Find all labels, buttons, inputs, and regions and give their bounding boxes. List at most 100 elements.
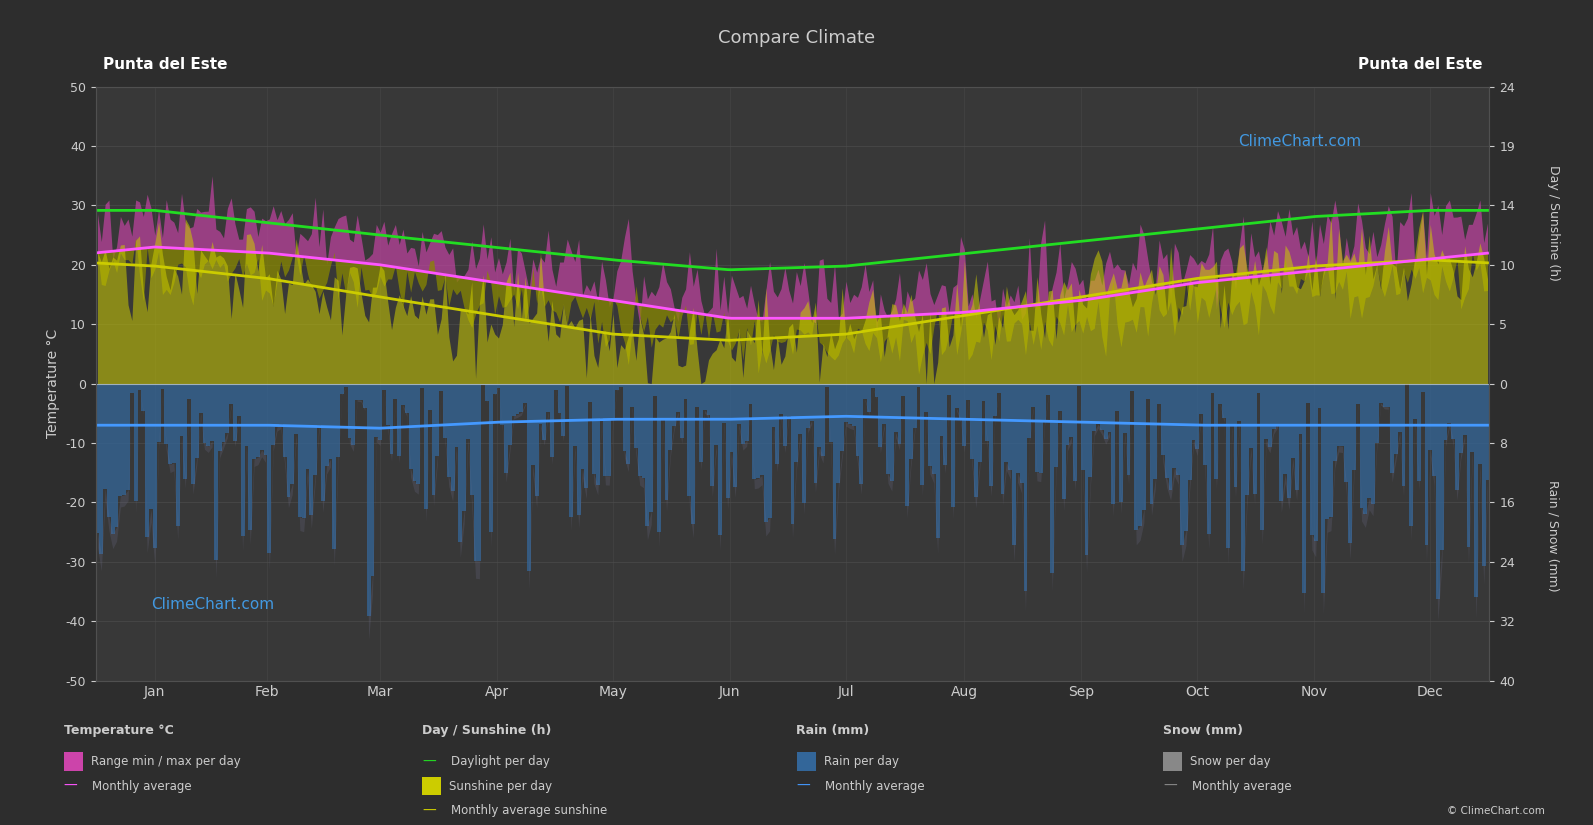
Bar bbox=[1099, 384, 1104, 430]
Bar bbox=[1104, 384, 1107, 439]
Bar bbox=[435, 384, 440, 456]
Bar bbox=[1337, 384, 1341, 446]
Text: Daylight per day: Daylight per day bbox=[451, 755, 550, 768]
Bar bbox=[546, 384, 550, 412]
Bar bbox=[656, 384, 661, 532]
Bar bbox=[1309, 384, 1314, 535]
Bar bbox=[1276, 384, 1279, 424]
Bar bbox=[523, 384, 527, 403]
Bar bbox=[295, 384, 298, 435]
Bar bbox=[913, 384, 916, 428]
Bar bbox=[1435, 384, 1440, 599]
Bar bbox=[333, 384, 336, 549]
Bar bbox=[489, 384, 492, 532]
Bar bbox=[363, 384, 366, 408]
Bar bbox=[1474, 384, 1478, 597]
Bar bbox=[738, 384, 741, 424]
Text: Rain (mm): Rain (mm) bbox=[796, 724, 870, 737]
Bar bbox=[1115, 384, 1118, 411]
Bar bbox=[959, 384, 962, 418]
Bar bbox=[358, 384, 363, 400]
Bar bbox=[840, 384, 844, 451]
Bar bbox=[478, 384, 481, 561]
Bar bbox=[623, 384, 626, 451]
Bar bbox=[833, 384, 836, 540]
Bar bbox=[558, 384, 561, 412]
Bar bbox=[405, 384, 409, 413]
Bar bbox=[642, 384, 645, 478]
Bar bbox=[252, 384, 256, 459]
Bar bbox=[886, 384, 890, 474]
Text: Snow (mm): Snow (mm) bbox=[1163, 724, 1243, 737]
Bar bbox=[1203, 384, 1207, 464]
Bar bbox=[978, 384, 981, 463]
Text: Rain per day: Rain per day bbox=[824, 755, 898, 768]
Bar bbox=[393, 384, 397, 399]
Bar bbox=[580, 384, 585, 469]
Bar bbox=[221, 384, 226, 442]
Bar bbox=[1000, 384, 1005, 493]
Bar bbox=[249, 384, 252, 530]
Bar bbox=[809, 384, 814, 421]
Bar bbox=[1176, 384, 1180, 475]
Bar bbox=[542, 384, 546, 440]
Bar bbox=[653, 384, 656, 396]
Bar bbox=[1352, 384, 1356, 469]
Bar bbox=[1164, 384, 1169, 478]
Bar bbox=[1322, 384, 1325, 593]
Bar bbox=[96, 384, 99, 533]
Bar bbox=[929, 384, 932, 466]
Bar bbox=[218, 384, 221, 450]
Bar bbox=[588, 384, 593, 402]
Bar bbox=[378, 384, 382, 440]
Bar bbox=[336, 384, 339, 457]
Bar bbox=[530, 384, 535, 465]
Bar bbox=[1467, 384, 1470, 547]
Bar bbox=[604, 384, 607, 476]
Bar bbox=[875, 384, 878, 398]
Bar bbox=[527, 384, 530, 571]
Bar bbox=[1153, 384, 1157, 479]
Bar bbox=[669, 384, 672, 450]
Text: © ClimeChart.com: © ClimeChart.com bbox=[1448, 806, 1545, 816]
Bar bbox=[894, 384, 897, 432]
Bar bbox=[631, 384, 634, 407]
Bar bbox=[890, 384, 894, 481]
Bar bbox=[123, 384, 126, 495]
Bar bbox=[279, 384, 282, 425]
Bar bbox=[137, 384, 142, 390]
Bar bbox=[768, 384, 771, 517]
Bar bbox=[852, 384, 855, 426]
Bar bbox=[1063, 384, 1066, 499]
Text: Day / Sunshine (h): Day / Sunshine (h) bbox=[1547, 165, 1560, 280]
Bar bbox=[1364, 384, 1367, 514]
Bar bbox=[1329, 384, 1333, 517]
Bar bbox=[1150, 384, 1153, 503]
Bar bbox=[256, 384, 260, 457]
Bar bbox=[1290, 384, 1295, 459]
Bar bbox=[820, 384, 825, 456]
Bar bbox=[459, 384, 462, 542]
Bar bbox=[1031, 384, 1035, 408]
Bar bbox=[1478, 384, 1481, 464]
Text: Monthly average: Monthly average bbox=[92, 780, 193, 793]
Bar bbox=[1356, 384, 1359, 404]
Bar bbox=[1142, 384, 1145, 510]
Bar bbox=[795, 384, 798, 463]
Bar bbox=[733, 384, 738, 487]
Bar bbox=[421, 384, 424, 388]
Bar bbox=[1096, 384, 1099, 424]
Bar bbox=[703, 384, 707, 410]
Bar bbox=[1230, 384, 1233, 427]
Bar bbox=[596, 384, 599, 485]
Bar bbox=[126, 384, 131, 490]
Bar bbox=[1222, 384, 1227, 418]
Bar bbox=[878, 384, 883, 447]
Bar bbox=[1260, 384, 1265, 530]
Bar bbox=[1172, 384, 1176, 468]
Text: Sunshine per day: Sunshine per day bbox=[449, 780, 553, 793]
Bar bbox=[787, 384, 790, 416]
Bar bbox=[241, 384, 244, 535]
Bar bbox=[1344, 384, 1348, 483]
Bar bbox=[1161, 384, 1164, 455]
